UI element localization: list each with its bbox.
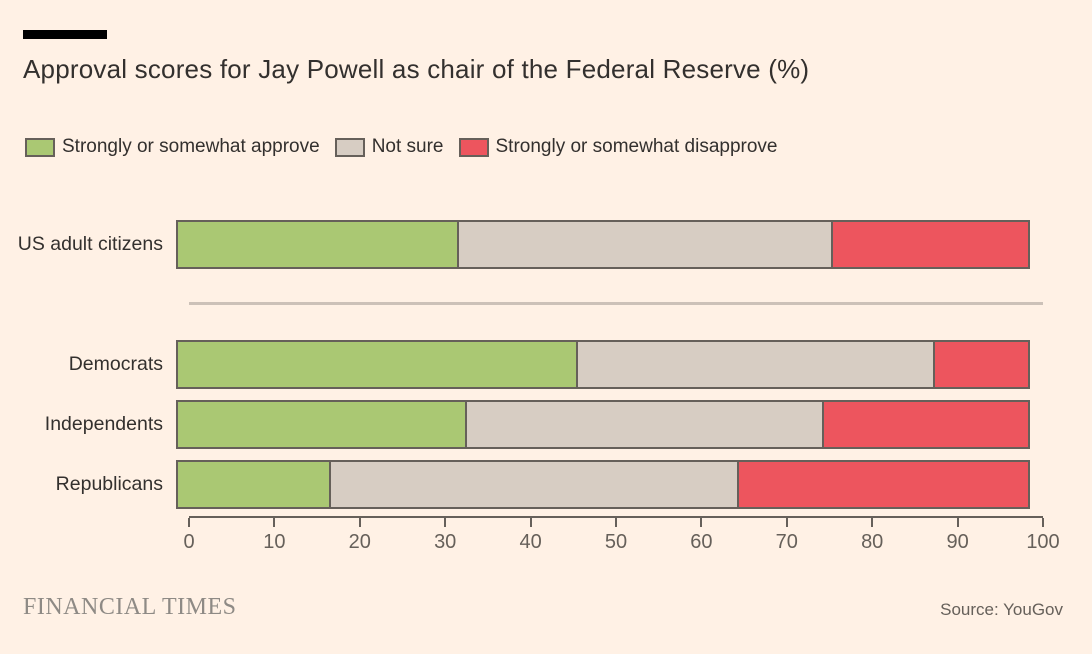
bar-segment — [739, 462, 1028, 507]
source-label: Source: YouGov — [940, 600, 1063, 619]
axis-tick-label: 60 — [690, 531, 713, 553]
axis-tick-label: 70 — [775, 531, 798, 553]
axis-tick-label: 10 — [263, 531, 286, 553]
axis-tick-mark — [956, 518, 959, 527]
row-label: US adult citizens — [17, 233, 163, 255]
axis-tick-label: 20 — [348, 531, 371, 553]
bar-row: Independents — [0, 400, 1092, 449]
legend-label: Not sure — [371, 136, 444, 157]
bar-segment — [467, 402, 824, 447]
bar-segment — [331, 462, 739, 507]
axis-tick-mark — [358, 518, 361, 527]
axis-tick-mark — [700, 518, 703, 527]
axis-tick-label: 30 — [434, 531, 457, 553]
bar-track — [176, 400, 1030, 449]
axis-tick-mark — [871, 518, 874, 527]
bar-segment — [577, 342, 935, 387]
legend-label: Strongly or somewhat approve — [62, 136, 320, 157]
axis-tick-label: 100 — [1026, 531, 1060, 553]
axis-tick-mark — [444, 518, 447, 527]
bar-segment — [934, 342, 1028, 387]
bar-segment — [824, 402, 1028, 447]
bar-row: Democrats — [0, 340, 1092, 389]
bar-segment — [178, 222, 459, 267]
bar-row: Republicans — [0, 460, 1092, 509]
legend-swatch-icon — [334, 137, 365, 157]
row-label: Democrats — [68, 353, 163, 375]
row-label: Republicans — [55, 473, 163, 495]
axis-tick-mark — [1042, 518, 1044, 527]
title-rule — [23, 30, 107, 39]
bar-segment — [178, 402, 467, 447]
legend-item: Strongly or somewhat disapprove — [458, 136, 778, 158]
axis-tick-label: 0 — [183, 531, 195, 553]
axis-tick-label: 40 — [519, 531, 542, 553]
legend-item: Not sure — [334, 136, 444, 158]
chart-title: Approval scores for Jay Powell as chair … — [23, 54, 810, 84]
axis-tick-mark — [615, 518, 617, 527]
row-label: Independents — [44, 413, 163, 435]
ft-logo: FINANCIAL TIMES — [23, 594, 237, 620]
legend-swatch-icon — [458, 137, 489, 157]
axis-tick-mark — [273, 518, 276, 527]
bar-track — [176, 460, 1030, 509]
bar-row: US adult citizens — [0, 220, 1092, 269]
legend: Strongly or somewhat approve Not sure Stro… — [25, 136, 777, 158]
legend-swatch-icon — [25, 137, 55, 157]
group-separator-line — [189, 302, 1043, 305]
axis-tick-mark — [188, 518, 190, 527]
axis-tick-label: 80 — [861, 531, 884, 553]
x-axis: 0 10 20 30 40 50 60 70 80 90 100 — [183, 516, 1060, 560]
bar-segment — [458, 222, 833, 267]
bar-segment — [178, 462, 331, 507]
legend-item: Strongly or somewhat approve — [25, 136, 320, 158]
axis-tick-mark — [529, 518, 532, 527]
legend-label: Strongly or somewhat disapprove — [495, 136, 778, 157]
bar-segment — [178, 342, 578, 387]
axis-tick-label: 50 — [604, 531, 628, 553]
axis-tick-label: 90 — [946, 531, 969, 553]
bar-track — [176, 220, 1030, 269]
axis-tick-mark — [785, 518, 788, 527]
bar-segment — [832, 222, 1028, 267]
bar-track — [176, 340, 1030, 389]
